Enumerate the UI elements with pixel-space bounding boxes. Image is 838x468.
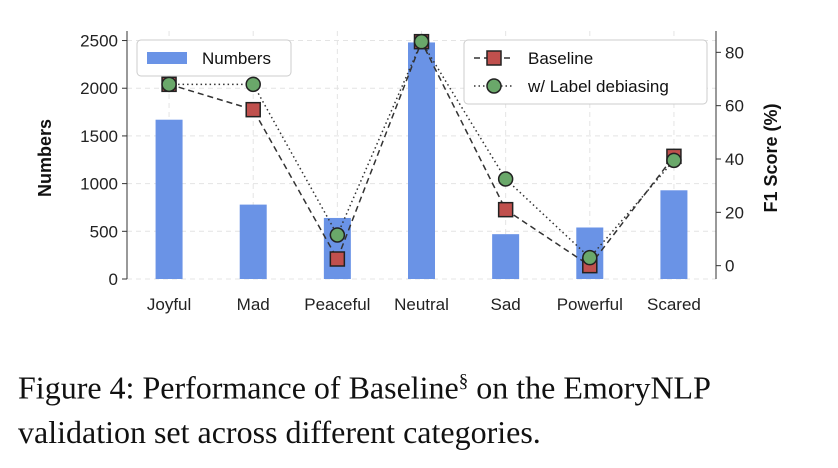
right-tick-label: 20 <box>725 203 744 222</box>
x-tick-label: Sad <box>491 295 521 314</box>
legend-debias-marker <box>486 78 502 94</box>
baseline-point-sad <box>497 201 514 218</box>
legend-numbers-swatch <box>147 52 187 64</box>
debiasing-point-mad <box>245 76 261 93</box>
debiasing-point-scared <box>666 152 682 169</box>
caption-prefix: Figure 4: Performance of Baseline <box>18 369 459 406</box>
legend-baseline-label: Baseline <box>528 49 593 68</box>
chart: 0 500 1000 1500 2000 2500 0 20 40 60 80 Joyful Mad Pe… <box>35 31 781 314</box>
baseline-point-mad <box>245 101 261 118</box>
left-tick-label: 2000 <box>80 79 118 98</box>
x-tick-label: Joyful <box>147 295 191 314</box>
left-tick-label: 1000 <box>80 175 118 194</box>
bar-sad <box>492 234 520 279</box>
bar-scared <box>660 190 688 279</box>
bar-joyful <box>155 119 183 279</box>
caption-suffix: on the EmoryNLP validation set across di… <box>18 369 710 450</box>
y-axis-title-left: Numbers <box>35 119 55 197</box>
legend-numbers-label: Numbers <box>202 49 271 68</box>
y-axis-title-right: F1 Score (%) <box>761 103 781 212</box>
left-tick-label: 0 <box>109 270 118 289</box>
caption-sup: § <box>458 371 469 392</box>
figure-caption: Figure 4: Performance of Baseline§ on th… <box>18 360 828 454</box>
right-tick-label: 40 <box>725 150 744 169</box>
markers <box>161 33 682 274</box>
legend-numbers: Numbers <box>136 39 292 77</box>
axes: 0 500 1000 1500 2000 2500 0 20 40 60 80 Joyful Mad Pe… <box>80 31 744 314</box>
debiasing-point-joyful <box>161 76 177 93</box>
left-tick-label: 1500 <box>80 127 118 146</box>
right-tick-label: 60 <box>725 97 744 116</box>
baseline-point-peaceful <box>329 251 346 267</box>
debiasing-point-peaceful <box>329 227 346 243</box>
debiasing-point-neutral <box>413 33 430 50</box>
bar-peaceful <box>323 217 351 279</box>
legend-f1: Baseline w/ Label debiasing <box>463 39 708 105</box>
x-tick-label: Mad <box>237 295 270 314</box>
legend-debias-label: w/ Label debiasing <box>527 77 669 96</box>
debiasing-point-powerful <box>582 249 598 266</box>
x-tick-label: Peaceful <box>304 295 370 314</box>
left-tick-label: 2500 <box>80 32 118 51</box>
debiasing-point-sad <box>497 171 514 187</box>
bar-neutral <box>408 42 435 280</box>
x-tick-label: Scared <box>647 295 701 314</box>
x-tick-label: Powerful <box>557 295 623 314</box>
x-tick-label: Neutral <box>394 295 449 314</box>
bar-mad <box>239 204 267 279</box>
left-tick-label: 500 <box>90 222 118 241</box>
right-tick-label: 0 <box>725 257 734 276</box>
legend-baseline-marker <box>486 50 502 66</box>
bars <box>155 42 688 280</box>
right-tick-label: 80 <box>725 43 744 62</box>
